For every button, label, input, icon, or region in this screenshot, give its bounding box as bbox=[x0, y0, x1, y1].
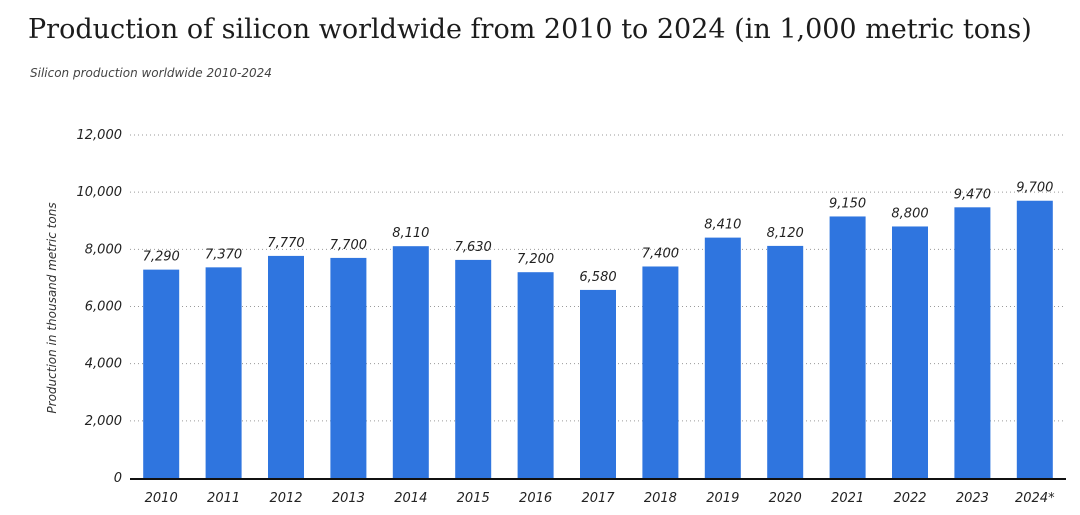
data-label: 9,700 bbox=[1016, 181, 1053, 196]
bar-2012 bbox=[268, 255, 304, 478]
x-tick-label: 2021 bbox=[831, 491, 864, 506]
x-tick-label: 2023 bbox=[956, 491, 989, 506]
x-tick-label: 2010 bbox=[145, 491, 178, 506]
data-label: 7,700 bbox=[330, 238, 367, 253]
bar-2014 bbox=[392, 246, 429, 478]
data-label: 9,470 bbox=[954, 187, 991, 202]
x-tick-label: 2020 bbox=[769, 491, 802, 506]
data-label: 7,290 bbox=[143, 250, 180, 265]
bar-2010 bbox=[143, 269, 180, 478]
y-tick-label: 8,000 bbox=[85, 242, 122, 257]
data-label: 8,110 bbox=[392, 226, 429, 241]
data-label: 7,370 bbox=[205, 247, 242, 262]
bar-2020 bbox=[767, 245, 804, 478]
data-label: 7,200 bbox=[517, 252, 554, 267]
bar-2013 bbox=[330, 257, 367, 478]
bar-2019 bbox=[704, 237, 741, 478]
y-tick-label: 2,000 bbox=[85, 414, 122, 429]
bar-2017 bbox=[580, 289, 616, 478]
bar-2011 bbox=[205, 267, 242, 478]
x-tick-label: 2024* bbox=[1015, 491, 1055, 506]
y-tick-label: 0 bbox=[114, 471, 122, 486]
y-tick-label: 12,000 bbox=[77, 128, 123, 143]
x-tick-label: 2022 bbox=[893, 491, 926, 506]
bar-2015 bbox=[455, 259, 492, 478]
bar-2021 bbox=[829, 216, 866, 478]
x-tick-label: 2013 bbox=[332, 491, 365, 506]
bar-2022 bbox=[892, 226, 928, 478]
y-tick-label: 4,000 bbox=[85, 357, 122, 372]
chart-subtitle: Silicon production worldwide 2010-2024 bbox=[30, 66, 272, 80]
x-tick-label: 2011 bbox=[207, 491, 240, 506]
data-label: 7,630 bbox=[455, 240, 492, 255]
bar-2018 bbox=[642, 266, 679, 478]
bar-2023 bbox=[954, 207, 991, 478]
x-tick-label: 2012 bbox=[269, 491, 302, 506]
data-labels: 7,290 7,370 7,770 7,700 8,110 7,630 7,200 6,580… bbox=[143, 181, 1054, 285]
chart-title: Production of silicon worldwide from 201… bbox=[28, 14, 1032, 45]
bar-2024 bbox=[1016, 200, 1053, 478]
data-label: 6,580 bbox=[579, 270, 616, 285]
data-label: 7,770 bbox=[267, 236, 304, 251]
x-tick-label: 2015 bbox=[457, 491, 490, 506]
y-axis-ticks: 0 2,000 4,000 6,000 8,000 10,000 12,000 bbox=[77, 128, 123, 486]
bars bbox=[143, 200, 1053, 478]
x-tick-label: 2019 bbox=[706, 491, 739, 506]
x-tick-label: 2017 bbox=[581, 491, 615, 506]
data-label: 8,410 bbox=[704, 218, 741, 233]
x-tick-label: 2018 bbox=[644, 491, 677, 506]
x-tick-label: 2016 bbox=[519, 491, 552, 506]
y-tick-label: 6,000 bbox=[85, 300, 122, 315]
data-label: 7,400 bbox=[642, 246, 679, 261]
data-label: 9,150 bbox=[829, 196, 866, 211]
x-tick-label: 2014 bbox=[394, 491, 427, 506]
y-axis-label: Production in thousand metric tons bbox=[45, 202, 59, 413]
x-axis-ticks: 2010 2011 2012 2013 2014 2015 2016 2017 2018 2019… bbox=[145, 491, 1055, 506]
data-label: 8,120 bbox=[767, 226, 804, 241]
y-tick-label: 10,000 bbox=[77, 185, 123, 200]
bar-2016 bbox=[517, 272, 554, 478]
data-label: 8,800 bbox=[891, 206, 928, 221]
